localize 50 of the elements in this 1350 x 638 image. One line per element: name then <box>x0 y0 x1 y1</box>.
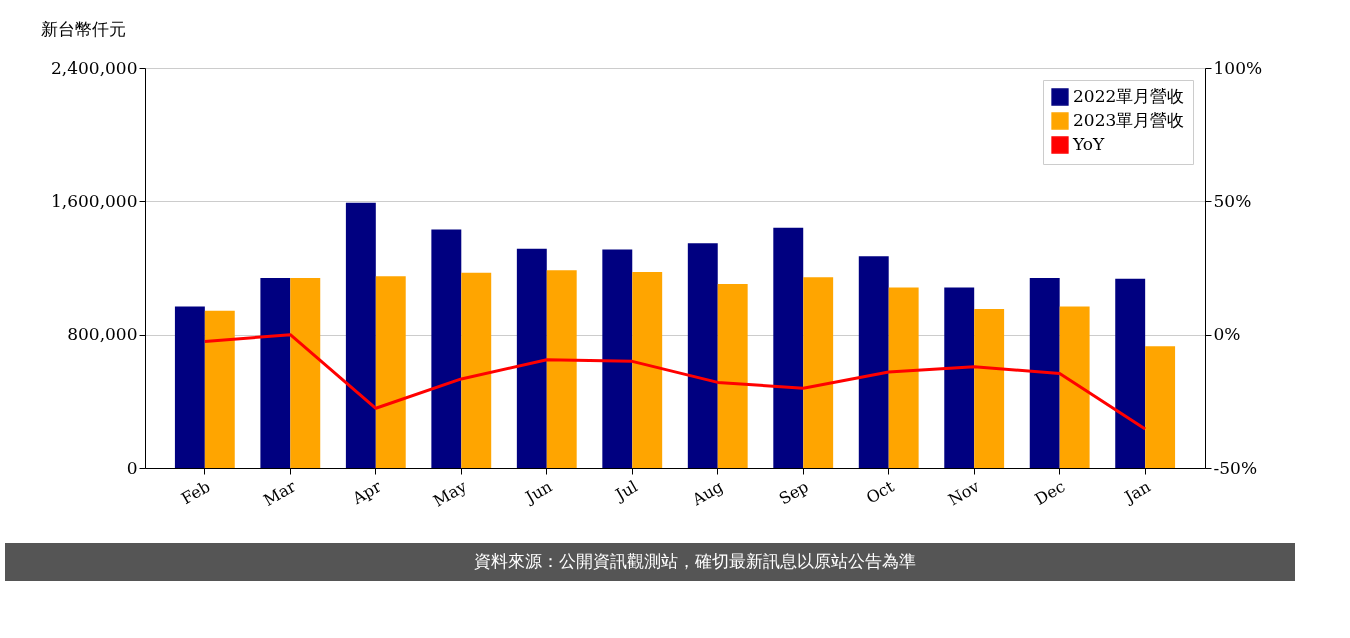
x-tick-label: Feb <box>177 476 214 509</box>
y2-tick-label: 0% <box>1213 324 1241 345</box>
y-tick-label: 0 <box>126 457 138 478</box>
y-axis-title: 新台幣仟元 <box>40 18 126 39</box>
bar <box>516 248 547 468</box>
y2-tick-label: -50% <box>1213 457 1258 478</box>
bar <box>1029 278 1060 468</box>
x-tick-label: Jun <box>520 476 556 508</box>
bar <box>204 310 235 468</box>
x-tick-label: Nov <box>944 476 983 510</box>
legend-label: 2023單月營收 <box>1073 110 1185 130</box>
bar <box>174 306 205 468</box>
legend-label: 2022單月營收 <box>1073 86 1185 106</box>
legend-label: YoY <box>1072 134 1105 154</box>
x-tick-label: May <box>430 476 470 511</box>
x-tick-label: Oct <box>863 476 898 508</box>
y-tick-label: 1,600,000 <box>50 190 138 211</box>
bar <box>632 272 663 468</box>
bar <box>345 202 376 468</box>
source-note: 資料來源：公開資訊觀測站，確切最新訊息以原站公告為準 <box>474 551 916 571</box>
bar <box>260 278 291 468</box>
x-tick-label: Mar <box>260 476 300 511</box>
bar <box>773 227 804 468</box>
bar <box>974 309 1005 468</box>
line-series <box>203 333 1147 431</box>
bar <box>888 287 919 468</box>
x-tick-label: Dec <box>1031 476 1069 509</box>
y-tick-label: 800,000 <box>67 324 138 345</box>
bar <box>602 249 633 468</box>
bar <box>858 256 889 468</box>
bar <box>290 278 321 468</box>
y-tick-label: 2,400,000 <box>50 57 138 78</box>
x-tick-label: Jul <box>610 476 641 506</box>
bar <box>546 270 577 468</box>
bar <box>1059 306 1090 468</box>
x-tick-label: Aug <box>688 476 727 510</box>
bar <box>687 243 718 468</box>
bar <box>944 287 975 468</box>
bar <box>461 272 492 468</box>
bar <box>431 229 462 468</box>
bar <box>1115 278 1146 468</box>
y2-tick-label: 50% <box>1213 190 1252 211</box>
bar <box>375 276 406 468</box>
bar <box>717 284 748 468</box>
x-tick-label: Apr <box>348 476 385 509</box>
bar <box>1145 346 1176 468</box>
x-tick-label: Jan <box>1119 476 1154 508</box>
x-tick-label: Sep <box>775 476 812 509</box>
bar <box>803 277 834 468</box>
y2-tick-label: 100% <box>1213 57 1263 78</box>
